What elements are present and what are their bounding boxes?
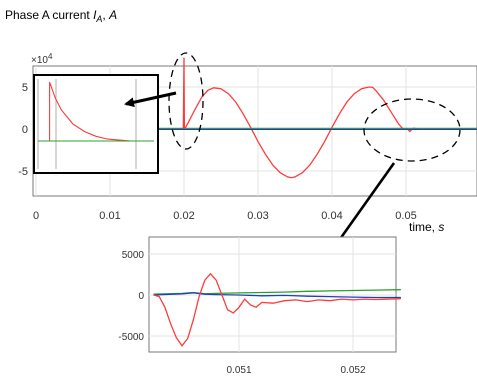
- zoom-y-tick-label: 5000: [122, 250, 145, 261]
- inset-series-lines: [38, 81, 154, 142]
- zoom-series-line-2: [153, 292, 401, 299]
- zoom-x-tick-label: 0.051: [226, 365, 251, 376]
- inset-chart: [33, 74, 159, 174]
- figure-title: Phase A current IA, A: [5, 8, 117, 24]
- main-x-ticks: 0 0.01 0.02 0.03 0.04 0.05: [33, 210, 417, 222]
- zoom-series-lines: [153, 272, 401, 347]
- zoom-x-tick-label: 0.052: [340, 365, 365, 376]
- main-x-tick-label: 0.05: [395, 210, 416, 222]
- zoom-x-ticks: 0.051 0.052: [226, 365, 365, 376]
- main-y-exponent: ×104: [31, 52, 53, 66]
- main-x-tick-label: 0.01: [99, 210, 120, 222]
- inset-frame: [33, 74, 159, 174]
- zoom-y-tick-label: 0: [138, 291, 144, 302]
- time-axis-label: time, s: [409, 220, 444, 234]
- arrow-to-inset: [124, 91, 177, 108]
- main-x-tick-label: 0.04: [321, 210, 342, 222]
- main-x-tick-label: 0: [33, 210, 39, 222]
- zoom-chart: 5000 0 -5000 0.051 0.052: [118, 236, 401, 376]
- main-y-tick-label: 0: [22, 124, 28, 136]
- zoom-series-line-0: [153, 272, 401, 347]
- main-y-ticks: 5 0 -5: [18, 82, 28, 178]
- zoom-y-ticks: 5000 0 -5000: [118, 250, 144, 343]
- main-y-tick-label: -5: [18, 166, 28, 178]
- spike-highlight-ellipse: [168, 52, 204, 150]
- main-x-tick-label: 0.03: [247, 210, 268, 222]
- main-x-tick-label: 0.02: [173, 210, 194, 222]
- main-y-tick-label: 5: [22, 82, 28, 94]
- tail-highlight-ellipse: [363, 98, 461, 162]
- zoom-y-tick-label: -5000: [118, 332, 144, 343]
